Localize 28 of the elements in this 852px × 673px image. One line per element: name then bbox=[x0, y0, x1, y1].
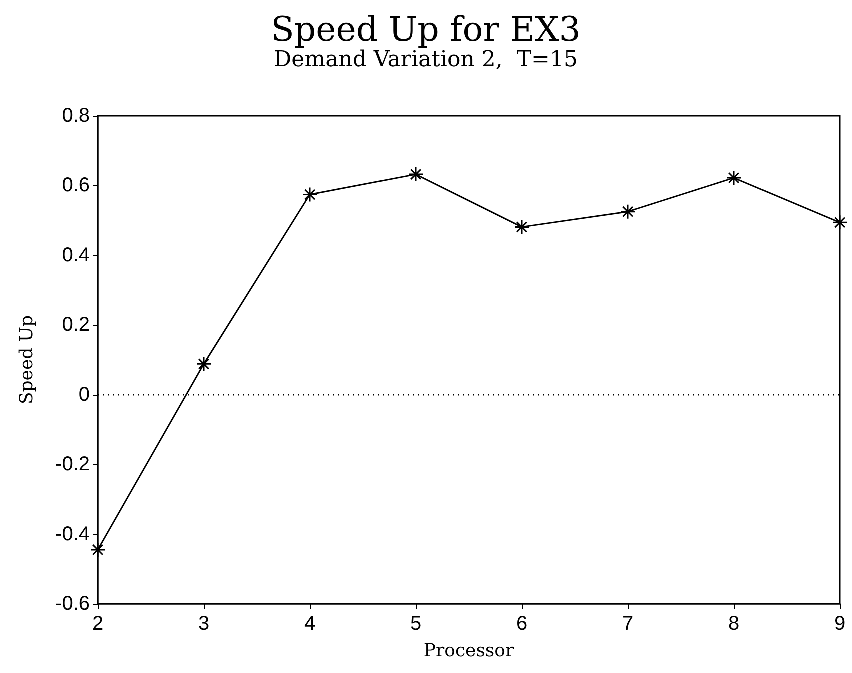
x-tick-label: 7 bbox=[622, 613, 634, 635]
point bbox=[514, 219, 530, 235]
point bbox=[832, 214, 848, 230]
point bbox=[620, 204, 636, 220]
point bbox=[302, 187, 318, 203]
point bbox=[408, 166, 424, 182]
y-tick-label: 0.6 bbox=[62, 174, 90, 197]
y-tick-label: -0.2 bbox=[56, 454, 90, 476]
point bbox=[196, 356, 212, 372]
x-tick-label: 2 bbox=[92, 613, 104, 635]
x-tick-label: 6 bbox=[516, 613, 528, 635]
y-tick-label: -0.4 bbox=[56, 523, 90, 546]
point bbox=[726, 170, 742, 186]
x-tick-label: 8 bbox=[728, 613, 740, 635]
point bbox=[90, 542, 106, 558]
x-axis-title: Processor bbox=[424, 640, 514, 662]
y-tick-label: -0.6 bbox=[56, 593, 90, 615]
y-tick-label: 0.2 bbox=[62, 314, 90, 336]
x-tick-label: 3 bbox=[198, 613, 210, 635]
y-tick-label: 0.8 bbox=[62, 105, 90, 127]
chart-subtitle: Demand Variation 2, T=15 bbox=[274, 48, 578, 72]
x-tick-label: 4 bbox=[304, 613, 316, 635]
x-tick-label: 5 bbox=[410, 613, 422, 635]
chart-title: Speed Up for EX3 bbox=[271, 10, 581, 50]
y-tick-label: 0.4 bbox=[62, 244, 90, 266]
x-tick-label: 9 bbox=[834, 613, 846, 635]
y-tick-label: 0 bbox=[78, 384, 90, 406]
y-axis-title: Speed Up bbox=[16, 315, 38, 405]
